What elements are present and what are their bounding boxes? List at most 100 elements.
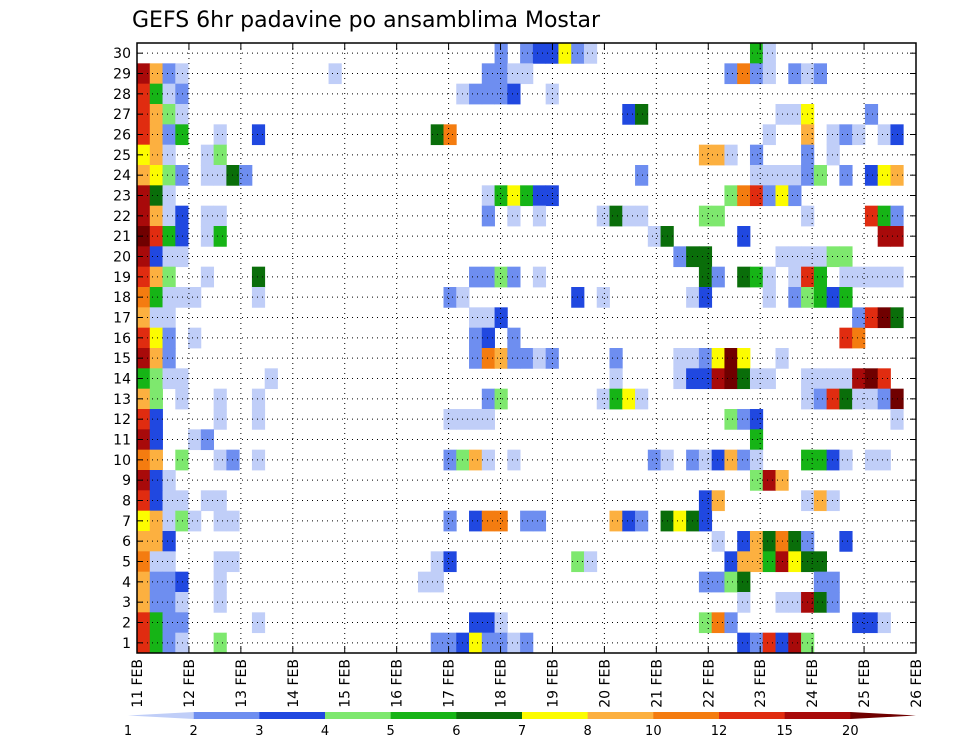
- heatmap-cell: [852, 307, 866, 329]
- y-tick-label: 4: [122, 575, 131, 591]
- heatmap-cell: [469, 449, 483, 471]
- heatmap-cell: [762, 287, 776, 308]
- heatmap-cell: [137, 124, 151, 146]
- heatmap-cell: [558, 43, 572, 64]
- heatmap-cell: [469, 266, 483, 288]
- heatmap-cell: [507, 348, 521, 369]
- legend-swatch: [456, 712, 523, 719]
- heatmap-cell: [762, 43, 776, 64]
- heatmap-cell: [839, 368, 853, 390]
- legend-swatch: [259, 712, 326, 719]
- heatmap-cell: [711, 612, 725, 634]
- y-tick-label: 18: [113, 290, 131, 306]
- heatmap-cell: [213, 144, 227, 166]
- heatmap-cell: [149, 368, 163, 390]
- heatmap-cell: [711, 449, 725, 471]
- legend-label: 5: [387, 724, 395, 739]
- x-tick-label: 19 FEB: [545, 659, 561, 708]
- heatmap-cell: [494, 510, 508, 532]
- heatmap-cell: [788, 592, 802, 613]
- x-tick-label: 23 FEB: [753, 659, 769, 708]
- heatmap-cell: [175, 612, 189, 634]
- y-tick-label: 30: [113, 46, 131, 62]
- heatmap-cell: [609, 510, 623, 532]
- legend-label: 2: [190, 724, 198, 739]
- heatmap-cell: [673, 348, 687, 369]
- heatmap-cell: [596, 388, 610, 410]
- heatmap-cell: [149, 226, 163, 247]
- heatmap-cell: [213, 551, 227, 573]
- heatmap-cell: [481, 409, 495, 430]
- x-tick-label: 20 FEB: [597, 659, 613, 708]
- heatmap-cell: [162, 124, 176, 146]
- y-tick-label: 10: [113, 453, 131, 469]
- heatmap-cell: [137, 165, 151, 186]
- heatmap-cell: [852, 388, 866, 410]
- heatmap-cell: [481, 449, 495, 471]
- y-tick-label: 29: [113, 67, 131, 83]
- heatmap-cell: [137, 226, 151, 247]
- heatmap-cell: [137, 632, 151, 654]
- heatmap-cell: [494, 632, 508, 654]
- heatmap-cell: [609, 348, 623, 369]
- heatmap-cell: [877, 124, 891, 146]
- heatmap-cell: [788, 287, 802, 308]
- heatmap-cell: [532, 266, 547, 288]
- heatmap-cell: [188, 429, 202, 451]
- heatmap-cell: [762, 551, 776, 573]
- heatmap-cell: [749, 144, 764, 166]
- heatmap-cell: [813, 551, 828, 573]
- heatmap-cell: [698, 490, 713, 512]
- heatmap-cell: [877, 205, 891, 227]
- heatmap-cell: [596, 205, 610, 227]
- chart-title: GEFS 6hr padavine po ansamblima Mostar: [132, 8, 601, 33]
- heatmap-cell: [149, 612, 163, 634]
- heatmap-cell: [839, 246, 853, 268]
- heatmap-cell: [213, 449, 227, 471]
- x-tick-label: 12 FEB: [182, 659, 198, 708]
- heatmap-cell: [877, 388, 891, 410]
- heatmap-cell: [175, 226, 189, 247]
- heatmap-cell: [813, 246, 828, 268]
- heatmap-cell: [762, 531, 776, 552]
- heatmap-cell: [175, 287, 189, 308]
- heatmap-cell: [877, 165, 891, 186]
- heatmap-cell: [737, 531, 751, 552]
- heatmap-cell: [137, 368, 151, 390]
- x-tick-label: 14 FEB: [286, 659, 302, 708]
- legend-swatch: [653, 712, 720, 719]
- heatmap-cell: [749, 266, 764, 288]
- heatmap-cells: [137, 43, 904, 654]
- heatmap-cell: [698, 368, 713, 390]
- heatmap-cell: [507, 266, 521, 288]
- heatmap-cell: [213, 165, 227, 186]
- heatmap-cell: [737, 368, 751, 390]
- x-tick-label: 18 FEB: [494, 659, 510, 708]
- heatmap-cell: [698, 348, 713, 369]
- heatmap-cell: [162, 531, 176, 552]
- heatmap-cell: [149, 592, 163, 613]
- y-tick-label: 13: [113, 392, 131, 408]
- heatmap-cell: [137, 409, 151, 430]
- heatmap-cell: [507, 449, 521, 471]
- heatmap-cell: [507, 632, 521, 654]
- heatmap-cell: [673, 246, 687, 268]
- heatmap-cell: [749, 43, 764, 64]
- heatmap-cell: [788, 63, 802, 85]
- heatmap-cell: [788, 104, 802, 125]
- heatmap-cell: [149, 144, 163, 166]
- y-tick-label: 3: [122, 595, 131, 611]
- heatmap-cell: [698, 287, 713, 308]
- heatmap-cell: [481, 388, 495, 410]
- heatmap-cell: [737, 449, 751, 471]
- heatmap-cell: [494, 348, 508, 369]
- heatmap-cell: [826, 287, 840, 308]
- legend-label: 8: [584, 724, 592, 739]
- heatmap-cell: [149, 63, 163, 85]
- heatmap-cell: [213, 510, 227, 532]
- heatmap-cell: [162, 510, 176, 532]
- heatmap-cell: [852, 612, 866, 634]
- heatmap-cell: [481, 327, 495, 349]
- y-tick-label: 26: [113, 128, 131, 144]
- heatmap-cell: [137, 531, 151, 552]
